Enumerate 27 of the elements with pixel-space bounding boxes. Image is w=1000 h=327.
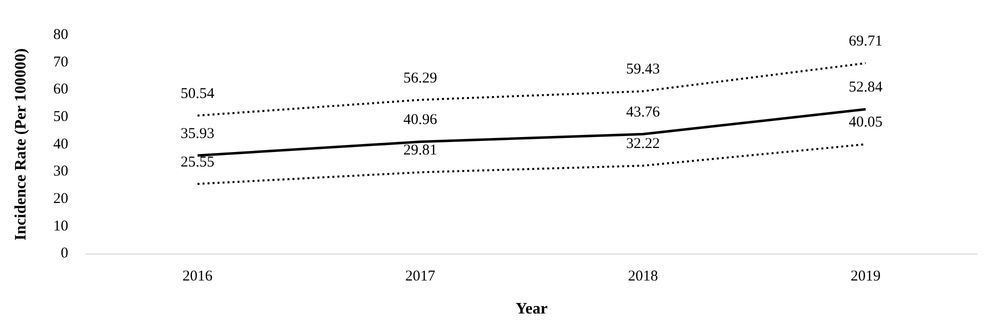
data-label: 69.71: [848, 34, 883, 50]
data-label: 43.76: [626, 104, 660, 121]
y-tick-label: 60: [53, 82, 68, 98]
data-label: 40.96: [403, 112, 438, 128]
data-label: 50.54: [180, 86, 215, 102]
data-label: 35.93: [180, 126, 214, 142]
data-label: 52.84: [848, 80, 884, 96]
y-tick-label: 10: [53, 218, 68, 234]
y-tick-label: 20: [53, 191, 68, 208]
x-axis-title: Year: [516, 300, 548, 318]
y-axis-title: Incidence Rate (Per 100000): [12, 48, 30, 240]
y-tick-label: 70: [53, 54, 68, 70]
x-tick-label: 2017: [405, 268, 436, 285]
data-label: 56.29: [403, 70, 438, 86]
y-tick-label: 50: [53, 108, 68, 125]
y-tick-label: 80: [53, 26, 68, 43]
data-label: 59.43: [626, 62, 660, 78]
y-tick-label: 40: [53, 136, 68, 152]
data-label: 29.81: [403, 142, 438, 159]
data-label: 32.22: [626, 136, 660, 152]
x-tick-label: 2019: [850, 268, 881, 285]
data-label: 25.55: [180, 154, 214, 170]
y-tick-label: 0: [60, 246, 68, 262]
x-tick-label: 2016: [182, 268, 214, 285]
y-tick-label: 30: [53, 164, 68, 180]
x-tick-label: 2018: [628, 268, 658, 285]
data-label: 40.05: [848, 114, 883, 131]
